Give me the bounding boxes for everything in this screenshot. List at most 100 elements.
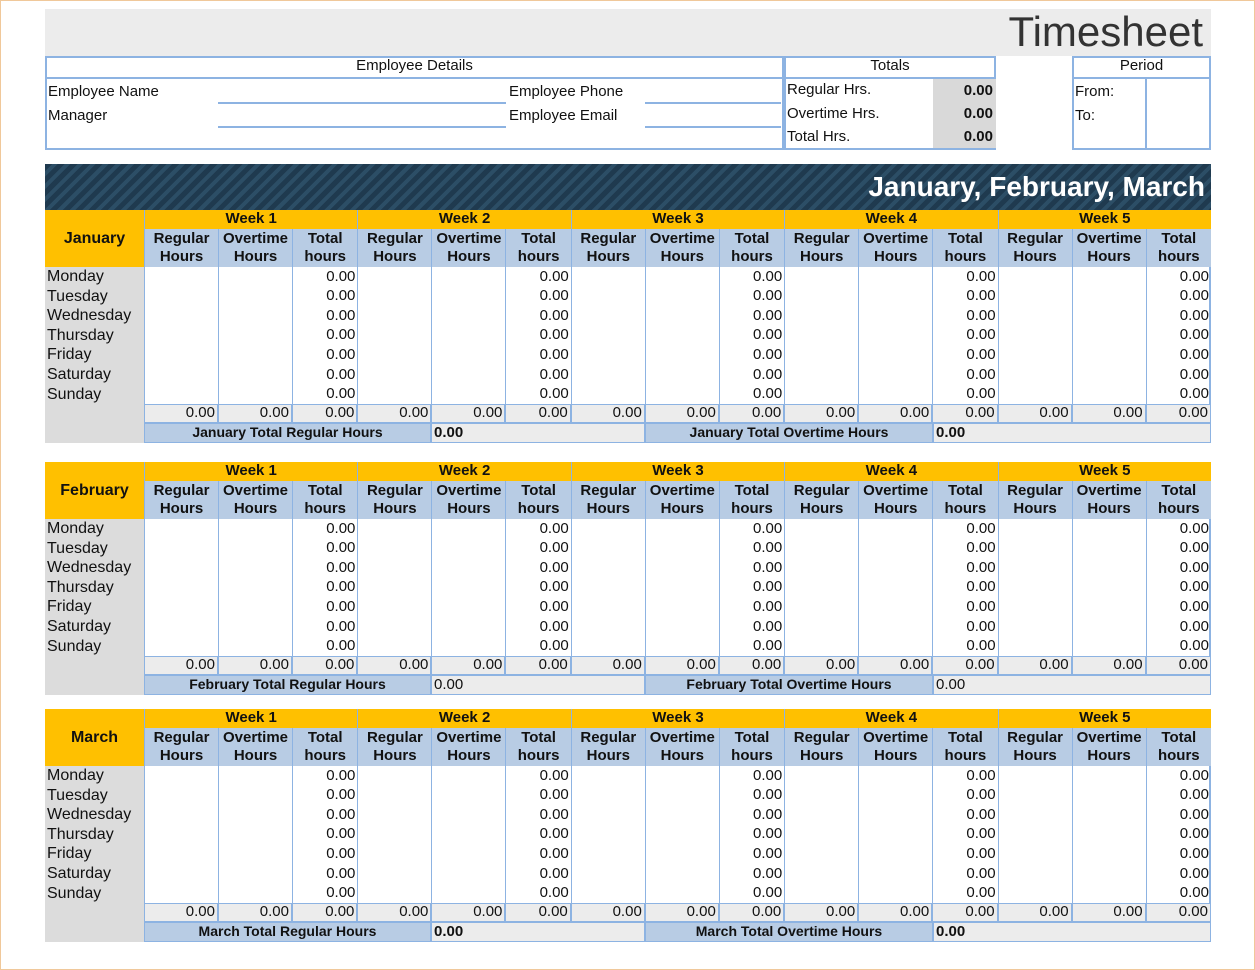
period-label: To: [1075, 106, 1096, 124]
day-total: 0.00 [1179, 539, 1209, 557]
day-label: Tuesday [47, 539, 108, 557]
column-heading: Total hours [505, 229, 571, 267]
summary-value: 0.00 [505, 404, 571, 423]
day-total: 0.00 [1179, 385, 1209, 403]
column-line [144, 519, 145, 656]
summary-value: 0.00 [858, 903, 933, 922]
column-heading: Regular Hours [357, 229, 432, 267]
column-line [644, 766, 646, 903]
day-label: Saturday [47, 618, 112, 635]
summary-value: 0.00 [218, 404, 292, 423]
day-total: 0.00 [326, 558, 356, 576]
column-line [932, 519, 934, 656]
day-total: 0.00 [752, 766, 783, 784]
column-line [431, 519, 433, 656]
column-line [431, 267, 433, 404]
day-label: Thursday [47, 326, 114, 344]
week-heading: Week 3 [570, 210, 785, 229]
period [1072, 56, 1211, 150]
day-total: 0.00 [966, 617, 996, 635]
summary-value: 0.00 [570, 404, 645, 423]
day-total: 0.00 [1179, 306, 1209, 324]
column-line [218, 766, 219, 903]
month-name: March [45, 709, 144, 766]
day-total: 0.00 [326, 825, 356, 843]
summary-value: 0.00 [431, 903, 506, 922]
field-line [645, 102, 781, 104]
column-heading: Regular Hours [570, 728, 645, 766]
day-total: 0.00 [326, 326, 356, 344]
column-heading: Total hours [292, 229, 358, 267]
week-heading: Week 5 [997, 462, 1211, 481]
day-total: 0.00 [539, 864, 569, 882]
column-heading: Total hours [718, 481, 785, 519]
day-total: 0.00 [326, 617, 356, 635]
day-total: 0.00 [1179, 766, 1209, 784]
column-line [932, 766, 934, 903]
column-heading: Overtime Hours [1071, 229, 1146, 267]
period-heading: Period [1072, 56, 1211, 79]
day-total: 0.00 [539, 558, 569, 576]
day-total: 0.00 [539, 539, 569, 557]
footer-value: 0.00 [431, 922, 645, 942]
day-total: 0.00 [966, 267, 996, 285]
column-line [932, 267, 934, 404]
footer-label: January Total Regular Hours [144, 423, 431, 443]
column-heading: Overtime Hours [431, 481, 506, 519]
day-total: 0.00 [326, 345, 356, 363]
day-total: 0.00 [752, 786, 783, 804]
day-total: 0.00 [1179, 825, 1209, 843]
day-label: Friday [47, 346, 92, 364]
column-heading: Regular Hours [144, 728, 218, 766]
summary-value: 0.00 [1071, 903, 1146, 922]
column-line [218, 519, 219, 656]
column-line [997, 519, 999, 656]
summary-value: 0.00 [644, 903, 719, 922]
field-line [645, 126, 781, 128]
column-line [858, 267, 860, 404]
day-total: 0.00 [752, 617, 783, 635]
day-total: 0.00 [326, 385, 356, 403]
column-line [1071, 519, 1073, 656]
day-total: 0.00 [966, 637, 996, 655]
day-total: 0.00 [966, 597, 996, 615]
column-line [1071, 766, 1073, 903]
column-heading: Overtime Hours [218, 728, 292, 766]
day-total: 0.00 [752, 385, 783, 403]
day-total: 0.00 [326, 365, 356, 383]
column-line [1071, 267, 1073, 404]
column-heading: Regular Hours [997, 481, 1072, 519]
day-total: 0.00 [966, 345, 996, 363]
week-heading: Week 4 [784, 210, 998, 229]
column-heading: Overtime Hours [644, 481, 719, 519]
column-heading: Total hours [505, 481, 571, 519]
day-total: 0.00 [539, 786, 569, 804]
week-heading: Week 4 [784, 462, 998, 481]
day-total: 0.00 [539, 825, 569, 843]
column-line [505, 766, 507, 903]
summary-value: 0.00 [292, 903, 358, 922]
column-heading: Total hours [932, 728, 998, 766]
summary-value: 0.00 [218, 656, 292, 675]
column-line [1145, 267, 1147, 404]
summary-value: 0.00 [505, 903, 571, 922]
day-total: 0.00 [326, 578, 356, 596]
day-label: Tuesday [47, 287, 108, 305]
summary-value: 0.00 [858, 404, 933, 423]
column-line [784, 267, 786, 404]
day-total: 0.00 [1179, 345, 1209, 363]
column-heading: Regular Hours [357, 728, 432, 766]
column-heading: Regular Hours [570, 481, 645, 519]
day-total: 0.00 [966, 578, 996, 596]
summary-value: 0.00 [784, 903, 859, 922]
week-heading: Week 5 [997, 210, 1211, 229]
day-label: Sunday [47, 385, 102, 403]
summary-value: 0.00 [997, 903, 1072, 922]
day-total: 0.00 [1179, 365, 1209, 383]
summary-value: 0.00 [997, 404, 1072, 423]
banner: January, February, March [45, 164, 1211, 210]
summary-value: 0.00 [1145, 404, 1211, 423]
week-heading: Week 2 [357, 462, 571, 481]
column-line [144, 267, 145, 404]
